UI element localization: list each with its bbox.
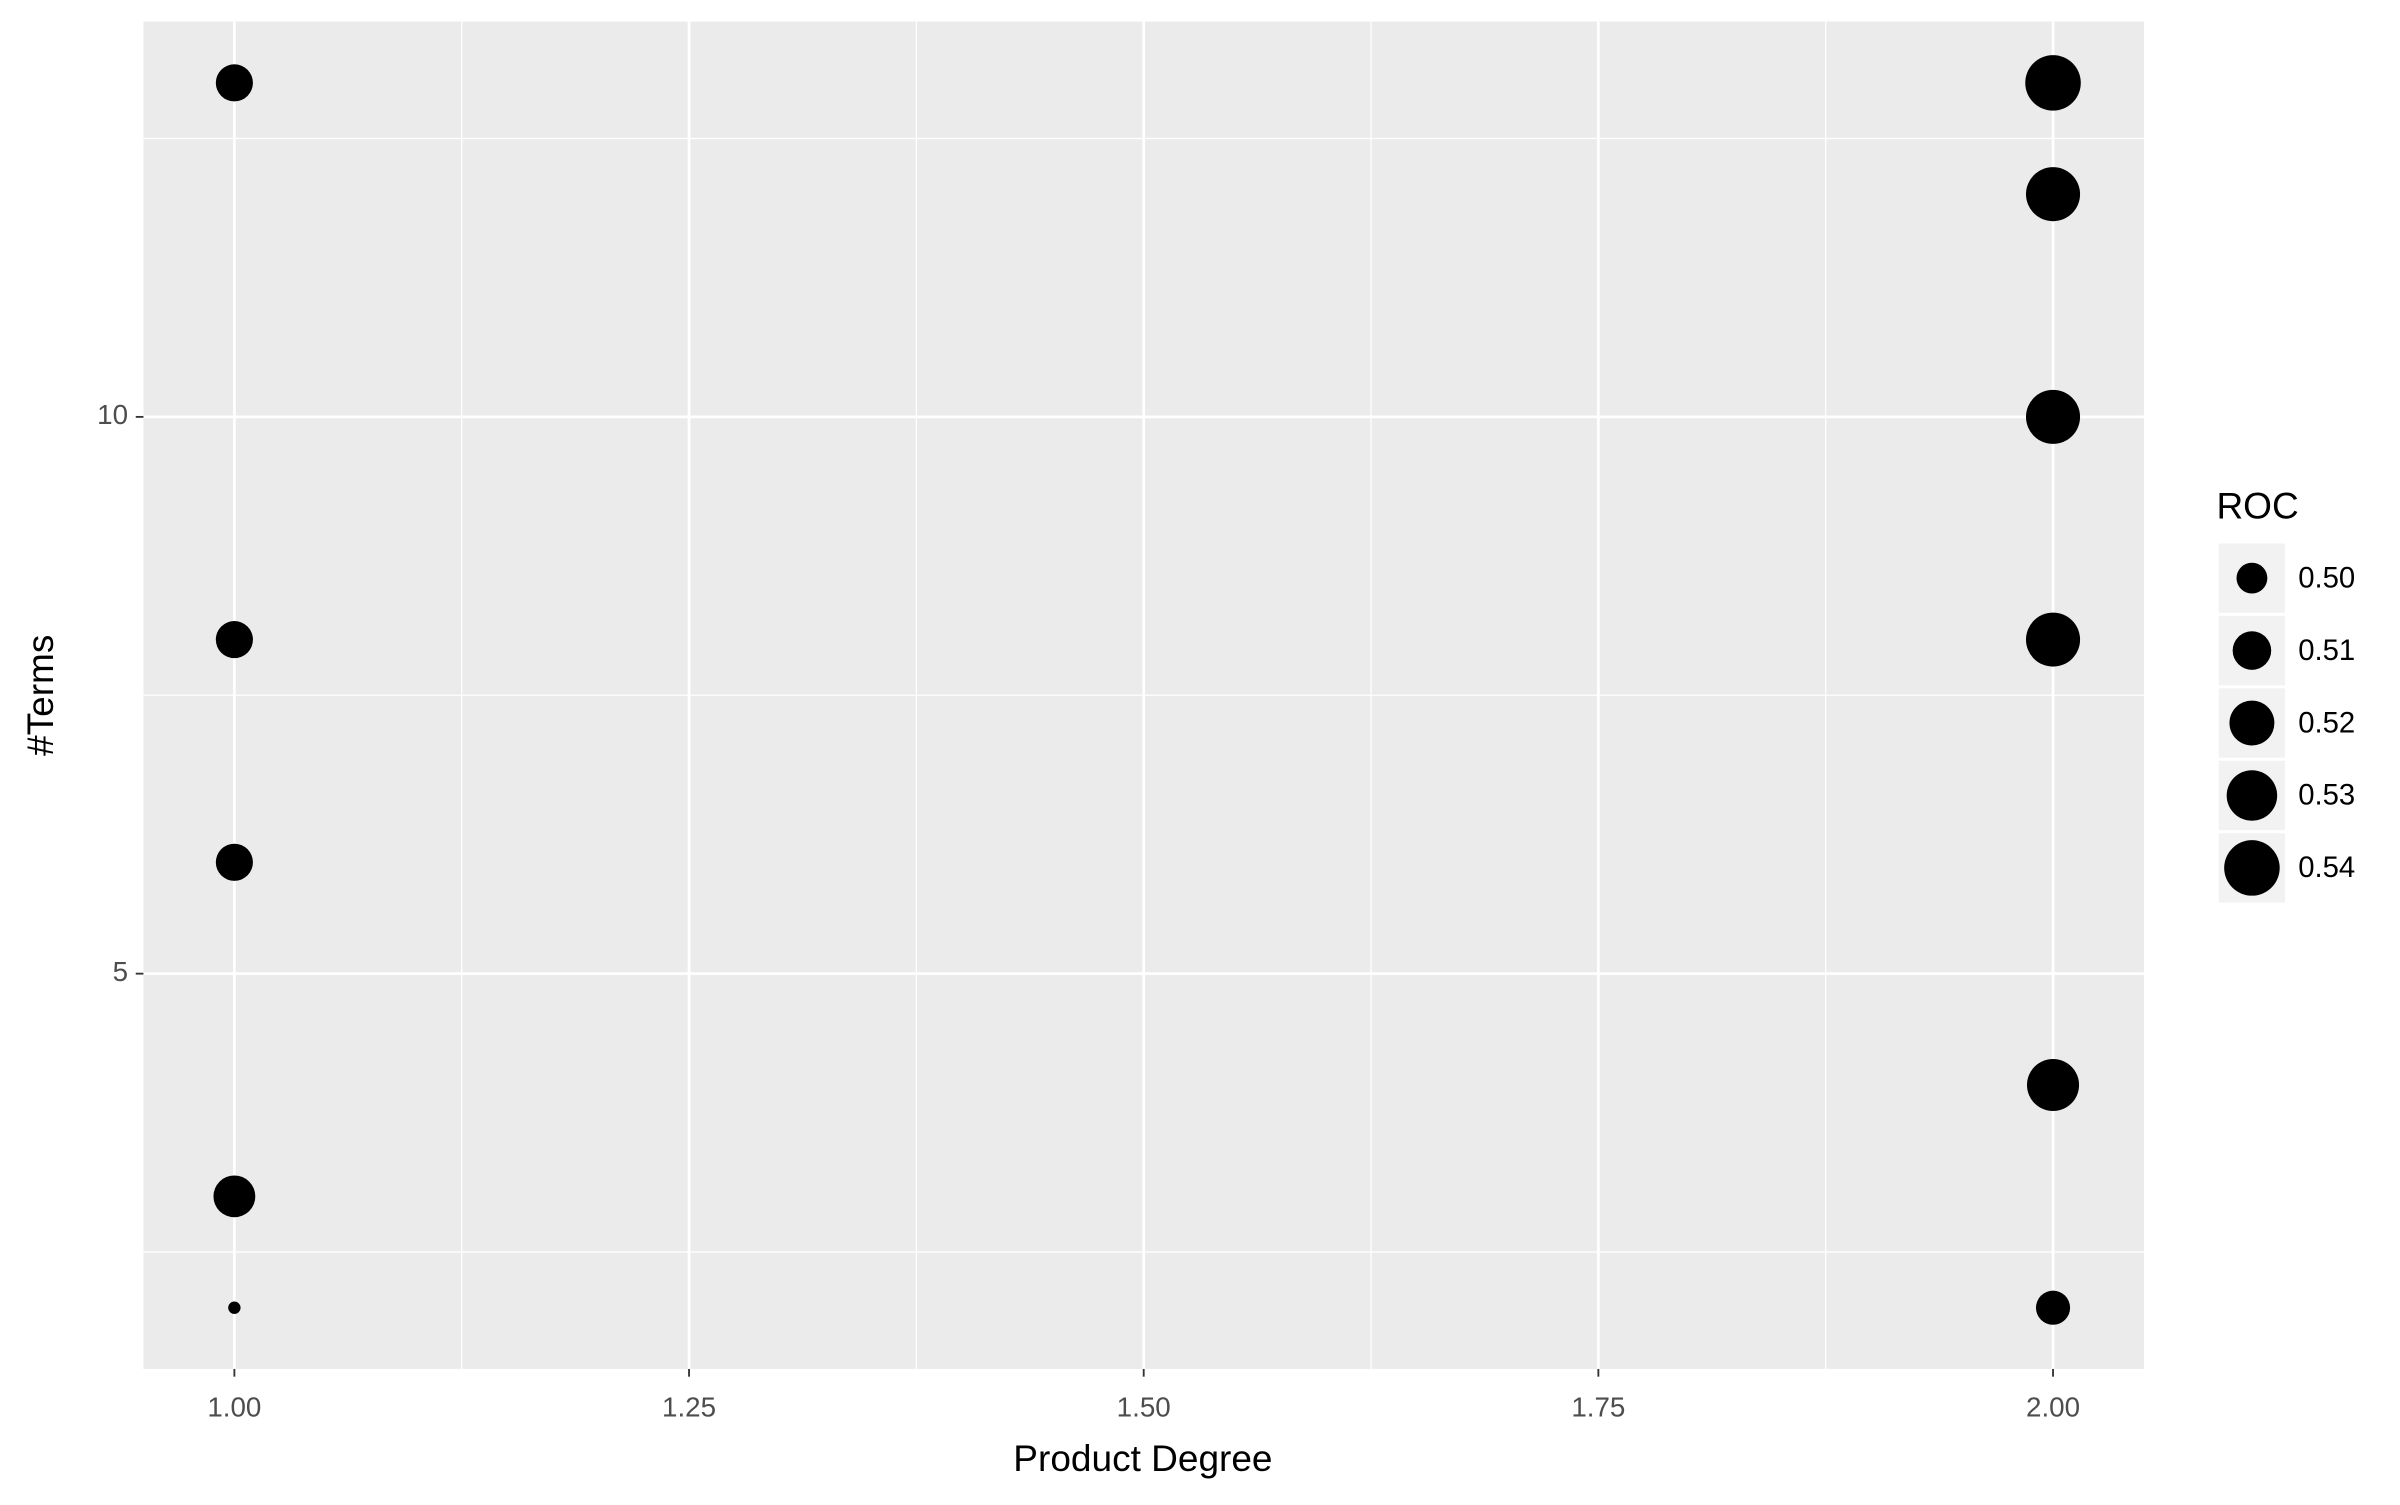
point <box>2025 389 2081 444</box>
point <box>2035 1290 2071 1325</box>
x-tick-label: 1.75 <box>1571 1391 1625 1422</box>
point <box>213 1175 256 1218</box>
legend-label: 0.54 <box>2298 851 2355 884</box>
x-tick-label: 1.50 <box>1117 1391 1171 1422</box>
legend-label: 0.53 <box>2298 779 2355 812</box>
x-tick-label: 1.25 <box>662 1391 716 1422</box>
point <box>2025 612 2081 667</box>
y-tick-label: 5 <box>113 956 128 987</box>
legend-symbol <box>2232 631 2272 670</box>
legend-label: 0.50 <box>2298 561 2355 594</box>
legend-symbol <box>2226 770 2278 821</box>
x-tick-label: 1.00 <box>207 1391 261 1422</box>
y-tick-label: 10 <box>97 399 128 430</box>
legend-symbol <box>2229 700 2275 746</box>
x-axis-title: Product Degree <box>1013 1438 1272 1479</box>
point <box>215 64 253 102</box>
legend-title: ROC <box>2216 486 2298 527</box>
x-tick-label: 2.00 <box>2026 1391 2080 1422</box>
y-axis-title: #Terms <box>20 635 61 756</box>
point <box>228 1301 241 1314</box>
point <box>2026 1058 2080 1112</box>
point <box>215 621 253 659</box>
point <box>215 843 253 881</box>
legend-symbol <box>2224 840 2280 896</box>
point <box>2025 167 2081 222</box>
point <box>2025 55 2081 111</box>
legend-label: 0.52 <box>2298 706 2355 739</box>
legend-label: 0.51 <box>2298 634 2355 667</box>
legend-symbol <box>2236 562 2268 594</box>
legend-key <box>2217 686 2287 760</box>
